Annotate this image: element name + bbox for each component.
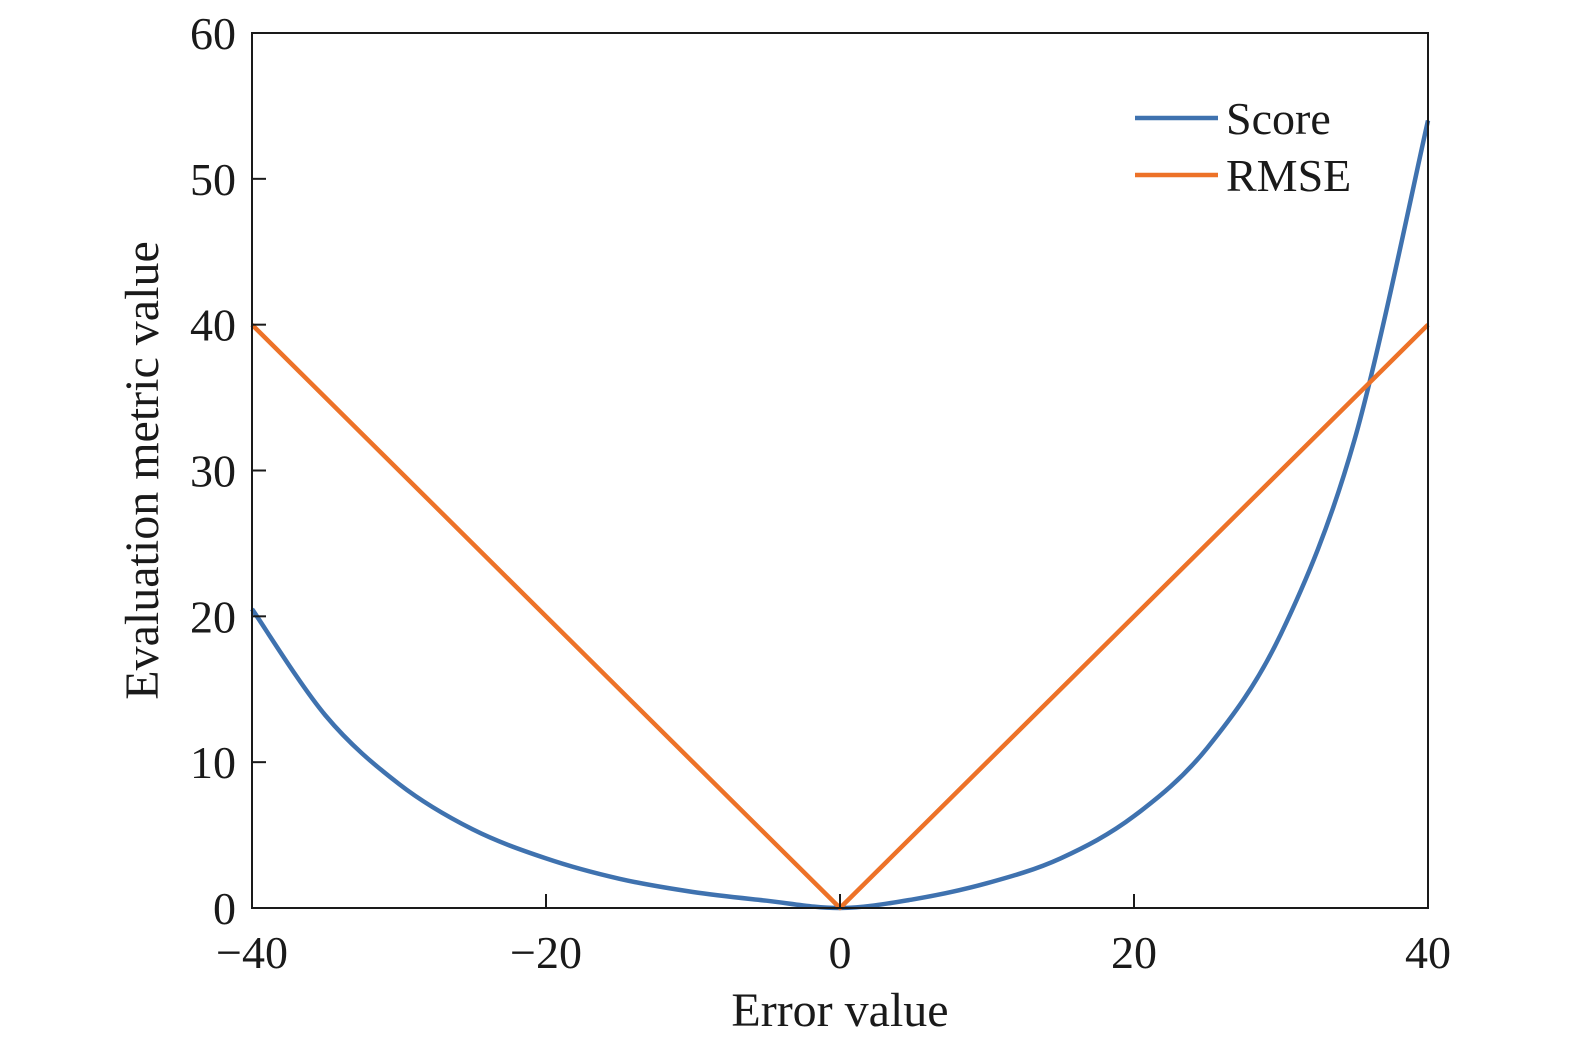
x-tick-label: 0 <box>829 927 852 978</box>
x-tick-label: 40 <box>1405 927 1451 978</box>
legend-label-score: Score <box>1226 93 1331 144</box>
y-tick-label: 20 <box>190 591 236 642</box>
y-tick-label: 10 <box>190 737 236 788</box>
legend: Score RMSE <box>1135 93 1351 201</box>
x-tick-label: 20 <box>1111 927 1157 978</box>
y-axis-title: Evaluation metric value <box>116 241 169 699</box>
x-tick-label: −20 <box>510 927 582 978</box>
y-tick-label: 30 <box>190 446 236 497</box>
y-tick-label: 60 <box>190 8 236 59</box>
y-tick-label: 0 <box>213 883 236 934</box>
series-layer <box>250 119 1431 911</box>
y-tick-label: 40 <box>190 300 236 351</box>
ticks-layer: −40 −20 0 20 40 0 10 20 30 40 50 60 <box>190 8 1451 978</box>
x-axis-title: Error value <box>731 984 948 1037</box>
series-line-score <box>250 119 1431 911</box>
y-tick-label: 50 <box>190 154 236 205</box>
legend-label-rmse: RMSE <box>1226 150 1351 201</box>
series-line-rmse <box>250 323 1430 911</box>
x-tick-label: −40 <box>216 927 288 978</box>
